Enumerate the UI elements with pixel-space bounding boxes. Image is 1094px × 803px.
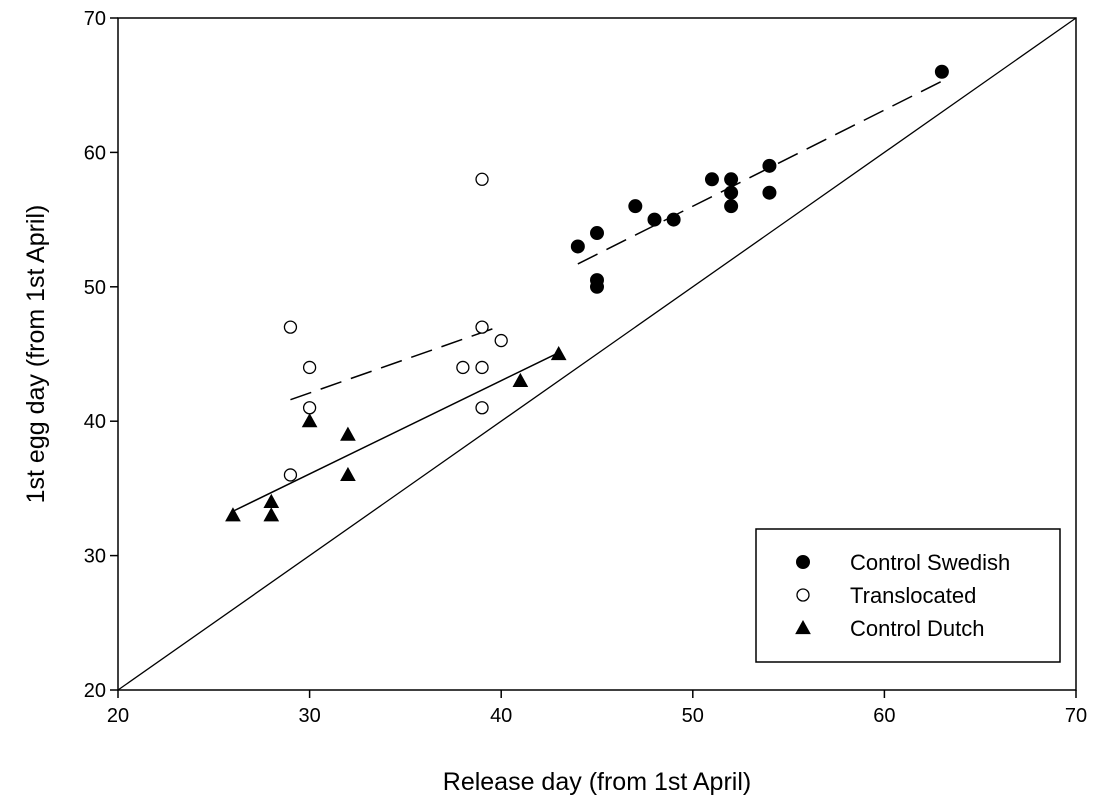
data-point [263, 507, 280, 522]
data-point [263, 493, 280, 508]
legend-label: Control Swedish [850, 550, 1010, 575]
data-point [570, 239, 585, 254]
x-axis-ticks: 20 30 40 50 60 70 [107, 690, 1087, 727]
points-layer [225, 64, 949, 522]
data-point [283, 468, 298, 482]
x-tick-label: 60 [873, 705, 895, 727]
data-point [475, 172, 489, 186]
fit-line [290, 325, 502, 401]
legend-label: Translocated [850, 583, 976, 608]
legend-marker [796, 588, 810, 602]
data-point [340, 466, 356, 482]
data-point [704, 172, 719, 187]
data-point [666, 212, 681, 227]
data-point [762, 185, 777, 200]
fit-line [577, 80, 943, 265]
y-axis-ticks: 20 30 40 50 60 70 [84, 8, 118, 702]
data-point [225, 507, 241, 522]
y-tick-label: 60 [84, 142, 106, 164]
legend-label: Control Dutch [850, 616, 985, 641]
data-point [512, 372, 529, 387]
x-tick-label: 20 [107, 705, 129, 727]
data-point [724, 199, 739, 214]
y-tick-label: 70 [84, 8, 106, 30]
reference-line-layer [117, 17, 1077, 691]
data-point [475, 320, 489, 334]
data-point [934, 64, 949, 79]
data-point [340, 426, 356, 441]
data-point [762, 158, 777, 173]
data-point [456, 360, 470, 375]
data-point [550, 345, 567, 361]
x-tick-label: 70 [1065, 705, 1087, 727]
data-point [302, 401, 317, 415]
data-point [724, 185, 739, 200]
y-tick-label: 40 [84, 411, 106, 433]
legend-marker [796, 555, 810, 569]
data-point [475, 401, 489, 415]
y-tick-label: 30 [84, 546, 106, 568]
y-axis-title: 1st egg day (from 1st April) [22, 205, 50, 504]
x-tick-label: 40 [490, 705, 512, 727]
data-point [283, 320, 298, 334]
fit-line [232, 351, 560, 512]
legend-marker [795, 619, 811, 635]
y-tick-label: 20 [84, 680, 106, 702]
x-tick-label: 50 [682, 705, 704, 727]
y-tick-label: 50 [84, 277, 106, 299]
data-point [647, 212, 662, 227]
data-point [494, 333, 508, 348]
data-point [475, 360, 489, 375]
reference-line [117, 17, 1077, 691]
x-axis-title: Release day (from 1st April) [443, 768, 751, 796]
data-point [301, 413, 318, 428]
data-point [724, 172, 739, 187]
legend: Control Swedish Translocated Control Dutch [755, 528, 1061, 663]
data-point [590, 279, 604, 294]
data-point [302, 360, 317, 375]
x-tick-label: 30 [298, 705, 320, 727]
data-point [628, 199, 643, 214]
plot-frame [117, 17, 1077, 691]
data-point [590, 226, 604, 241]
fit-lines-layer [232, 80, 943, 512]
